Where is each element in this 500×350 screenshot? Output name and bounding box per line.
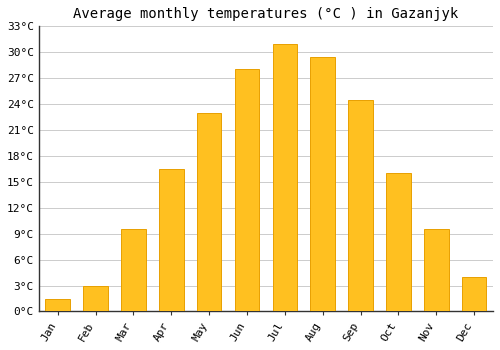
Bar: [234, 70, 260, 312]
Bar: [424, 229, 448, 312]
Bar: [197, 113, 222, 312]
Bar: [159, 169, 184, 312]
Title: Average monthly temperatures (°C ) in Gazanjyk: Average monthly temperatures (°C ) in Ga…: [74, 7, 458, 21]
Bar: [46, 299, 70, 312]
Bar: [348, 100, 373, 312]
Bar: [272, 43, 297, 312]
Bar: [462, 277, 486, 312]
Bar: [121, 229, 146, 312]
Bar: [84, 286, 108, 312]
Bar: [310, 57, 335, 312]
Bar: [386, 173, 410, 312]
